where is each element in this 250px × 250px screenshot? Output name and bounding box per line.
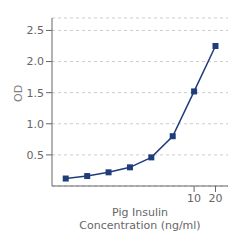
svg-text:20: 20 [208,192,222,205]
svg-text:OD: OD [12,85,25,102]
svg-text:1.0: 1.0 [27,118,45,131]
svg-text:0.5: 0.5 [27,149,45,162]
svg-text:Pig InsulinConcentration (ng/m: Pig InsulinConcentration (ng/ml) [79,206,200,232]
svg-text:1.5: 1.5 [27,87,45,100]
svg-text:10: 10 [187,192,201,205]
svg-text:2.0: 2.0 [27,55,45,68]
svg-text:2.5: 2.5 [27,24,45,37]
